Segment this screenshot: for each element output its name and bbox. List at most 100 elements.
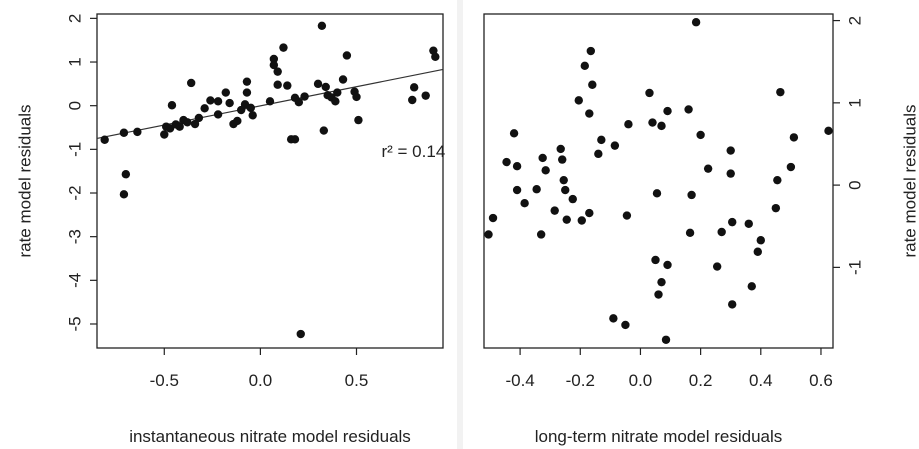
data-point	[594, 149, 603, 159]
data-point	[654, 290, 663, 299]
data-point	[562, 215, 571, 224]
data-point	[283, 81, 292, 90]
data-point	[744, 219, 753, 228]
data-point	[556, 144, 565, 154]
data-point	[269, 60, 279, 70]
data-point	[652, 189, 662, 198]
y-tick-label: 0	[66, 101, 85, 110]
y-tick-label: -4	[66, 273, 85, 288]
data-point	[121, 170, 131, 179]
y-tick-label: 1	[846, 98, 865, 107]
y-axis-label: rate model residuals	[901, 104, 919, 257]
data-point	[408, 95, 417, 105]
left-scatter-panel: -0.5 0.0 0.5 -5 -4 -3 -2 -1 0 1 2 instantaneous nit…	[16, 13, 445, 446]
plot-frame	[483, 13, 834, 349]
y-tick-label: 0	[846, 180, 865, 189]
y-tick-label: -2	[66, 185, 85, 200]
data-point	[509, 129, 519, 138]
data-point	[319, 126, 329, 135]
data-point	[333, 88, 342, 97]
data-point	[233, 116, 242, 126]
x-tick-label: -0.5	[150, 371, 179, 390]
data-point	[703, 164, 713, 173]
y-tick-label: -5	[66, 316, 85, 331]
data-point	[502, 157, 511, 167]
x-tick-label: 0.2	[689, 371, 713, 390]
data-point	[651, 255, 660, 265]
data-point	[119, 190, 129, 199]
data-point	[753, 247, 762, 256]
data-point	[577, 216, 586, 225]
data-point	[536, 230, 546, 239]
data-point	[663, 260, 672, 270]
x-tick-label: 0.4	[749, 371, 773, 390]
data-point	[558, 155, 567, 164]
data-point	[588, 80, 597, 89]
data-point	[538, 153, 547, 163]
data-point	[488, 213, 498, 223]
data-point	[213, 97, 223, 106]
data-point	[213, 110, 223, 119]
data-point	[824, 126, 833, 136]
r-squared-annotation: r² = 0.14	[381, 142, 445, 161]
data-point	[290, 135, 300, 144]
data-point	[776, 87, 785, 97]
data-point	[160, 130, 169, 139]
data-point	[265, 97, 275, 106]
data-point	[221, 88, 230, 97]
data-point	[771, 203, 781, 213]
data-point	[728, 300, 737, 309]
data-point	[352, 92, 361, 102]
data-point	[773, 175, 782, 185]
x-tick-label: 0.0	[249, 371, 273, 390]
y-tick-label: 1	[66, 57, 85, 66]
plot-frame	[96, 13, 444, 349]
data-point	[354, 115, 363, 125]
data-point	[586, 46, 596, 56]
data-point	[585, 208, 594, 218]
data-point	[248, 111, 257, 120]
data-point	[541, 166, 550, 175]
data-point	[726, 169, 735, 178]
data-point	[728, 217, 737, 227]
data-point	[279, 43, 288, 52]
data-point	[512, 161, 522, 171]
y-tick-label: -1	[66, 142, 85, 157]
data-point	[574, 96, 583, 105]
data-point	[186, 78, 196, 88]
data-point	[610, 141, 620, 150]
y-axis-label: rate model residuals	[16, 104, 35, 257]
data-point	[342, 51, 352, 60]
data-point	[484, 230, 493, 239]
data-point	[691, 18, 701, 27]
x-tick-label: 0.0	[629, 371, 653, 390]
y-tick-label: -1	[846, 260, 865, 275]
data-point	[225, 98, 234, 108]
x-tick-label: -0.4	[505, 371, 534, 390]
data-point	[685, 228, 695, 238]
data-point	[269, 54, 279, 64]
data-point	[561, 185, 570, 195]
x-tick-label: -0.2	[566, 371, 595, 390]
data-point	[585, 109, 594, 118]
data-point	[200, 104, 209, 113]
data-point	[133, 127, 142, 137]
data-point	[624, 120, 633, 129]
data-point	[747, 282, 756, 291]
y-tick-label: 2	[846, 16, 865, 25]
data-point	[242, 88, 252, 97]
data-point	[167, 101, 177, 110]
data-point	[300, 92, 309, 101]
y-tick-label: -3	[66, 229, 85, 244]
right-scatter-panel: -0.4 -0.2 0.0 0.2 0.4 0.6 -1 0 1 2 long-term nitra…	[483, 13, 919, 446]
data-point	[726, 146, 735, 155]
data-point	[317, 21, 327, 30]
panel-divider	[457, 0, 463, 449]
data-point	[294, 97, 304, 107]
data-point	[206, 96, 215, 105]
data-point	[273, 80, 282, 89]
data-point	[520, 199, 529, 208]
data-point	[246, 103, 255, 113]
data-point	[296, 329, 305, 339]
data-point	[273, 67, 282, 76]
